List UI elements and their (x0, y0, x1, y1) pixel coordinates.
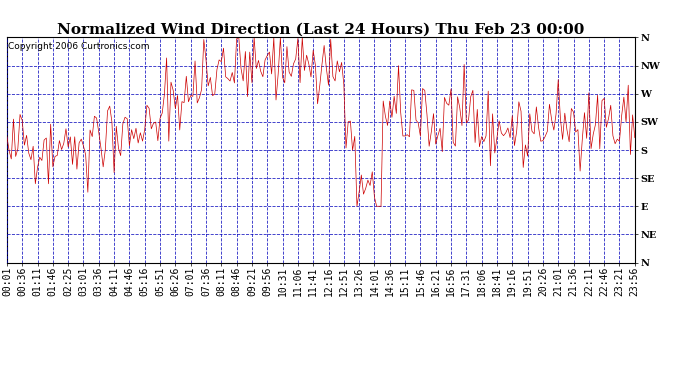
Text: Copyright 2006 Curtronics.com: Copyright 2006 Curtronics.com (8, 42, 150, 51)
Title: Normalized Wind Direction (Last 24 Hours) Thu Feb 23 00:00: Normalized Wind Direction (Last 24 Hours… (57, 22, 584, 36)
